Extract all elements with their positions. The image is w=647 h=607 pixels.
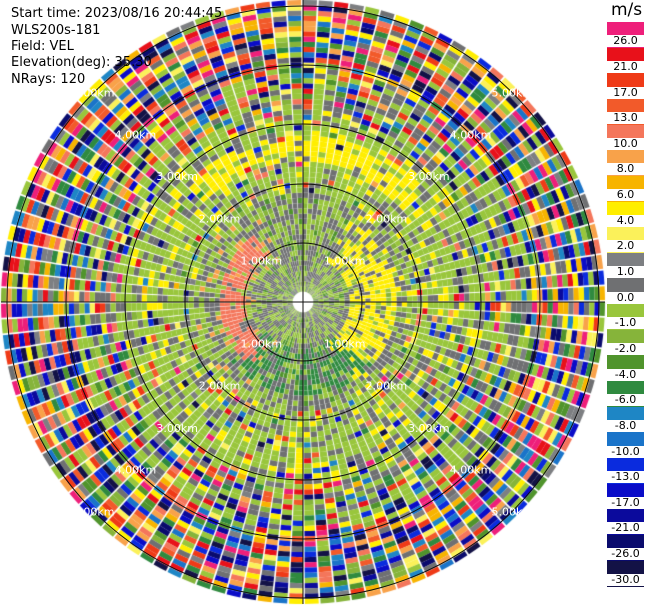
- range-ring-label: 1.00km: [240, 338, 282, 351]
- colorbar-tick-label: 1.0: [607, 266, 644, 279]
- range-ring-label: 1.00km: [240, 254, 282, 267]
- elevation-label: Elevation(deg): 35.30: [11, 55, 152, 70]
- range-ring-label: 4.00km: [115, 128, 157, 141]
- range-ring-label: 4.00km: [450, 128, 492, 141]
- colorbar-tick-label: -17.0: [607, 496, 644, 509]
- colorbar-tick-label: -13.0: [607, 471, 644, 484]
- range-ring-label: 2.00km: [366, 213, 408, 226]
- range-ring-label: 3.00km: [408, 170, 450, 183]
- colorbar-tick-label: 10.0: [607, 137, 644, 150]
- colorbar-tick-label: -6.0: [607, 394, 644, 407]
- colorbar-tick-label: 21.0: [607, 60, 644, 73]
- colorbar-tick-label: -21.0: [607, 522, 644, 535]
- colorbar-tick-label: 6.0: [607, 189, 644, 202]
- field-label: Field: VEL: [11, 39, 74, 54]
- colorbar-tick-label: 8.0: [607, 163, 644, 176]
- colorbar-tick-label: -10.0: [607, 445, 644, 458]
- colorbar-tick-label: -30.0: [607, 573, 644, 586]
- range-ring-label: 1.00km: [324, 254, 366, 267]
- nrays-label: NRays: 120: [11, 72, 86, 87]
- colorbar-tick-label: -26.0: [607, 548, 644, 561]
- range-ring-label: 3.00km: [156, 170, 198, 183]
- range-ring-label: 5.00km: [492, 505, 534, 518]
- range-ring-label: 3.00km: [156, 422, 198, 435]
- colorbar-tick-label: 17.0: [607, 86, 644, 99]
- colorbar-tick-label: 13.0: [607, 112, 644, 125]
- colorbar-tick-label: -1.0: [607, 317, 644, 330]
- colorbar-tick-label: 2.0: [607, 240, 644, 253]
- range-ring-label: 3.00km: [408, 422, 450, 435]
- range-ring-label: 5.00km: [73, 87, 115, 100]
- colorbar-tick-label: -2.0: [607, 342, 644, 355]
- colorbar: 26.0 21.0 17.0 13.0 10.0 8.0 6.0 4.0 2.0 1.0 0.0 -1…: [607, 22, 647, 599]
- colorbar-tick-label: -8.0: [607, 419, 644, 432]
- colorbar-tick-label: 0.0: [607, 291, 644, 304]
- range-ring-label: 1.00km: [324, 338, 366, 351]
- range-ring-label: 4.00km: [450, 464, 492, 477]
- colorbar-unit: m/s: [611, 0, 643, 20]
- range-ring-label: 2.00km: [366, 379, 408, 392]
- range-ring-overlay: 1.00km 1.00km 1.00km 1.00km 2.00km 2.00km 2.00…: [1, 0, 605, 604]
- range-ring-label: 5.00km: [492, 87, 534, 100]
- range-ring-label: 5.00km: [73, 505, 115, 518]
- start-time-label: Start time: 2023/08/16 20:44:45: [11, 6, 223, 21]
- range-ring-label: 2.00km: [199, 213, 241, 226]
- colorbar-tick-label: 4.0: [607, 214, 644, 227]
- range-ring-label: 2.00km: [199, 379, 241, 392]
- colorbar-tick-label: -4.0: [607, 368, 644, 381]
- instrument-label: WLS200s-181: [11, 23, 101, 38]
- range-ring-label: 4.00km: [115, 464, 157, 477]
- colorbar-tick-label: 26.0: [607, 35, 644, 48]
